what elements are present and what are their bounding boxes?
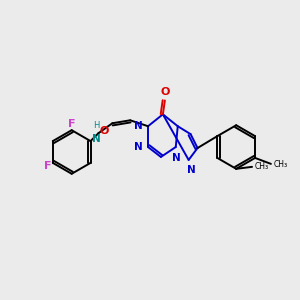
Text: H: H xyxy=(93,121,100,130)
Text: N: N xyxy=(187,165,196,175)
Text: F: F xyxy=(44,161,51,171)
Text: CH₃: CH₃ xyxy=(255,162,269,171)
Text: O: O xyxy=(100,126,109,136)
Text: N: N xyxy=(92,134,101,144)
Text: CH₃: CH₃ xyxy=(274,160,288,169)
Text: N: N xyxy=(134,121,143,131)
Text: F: F xyxy=(68,119,75,129)
Text: N: N xyxy=(172,153,181,163)
Text: N: N xyxy=(134,142,143,152)
Text: O: O xyxy=(160,86,170,97)
